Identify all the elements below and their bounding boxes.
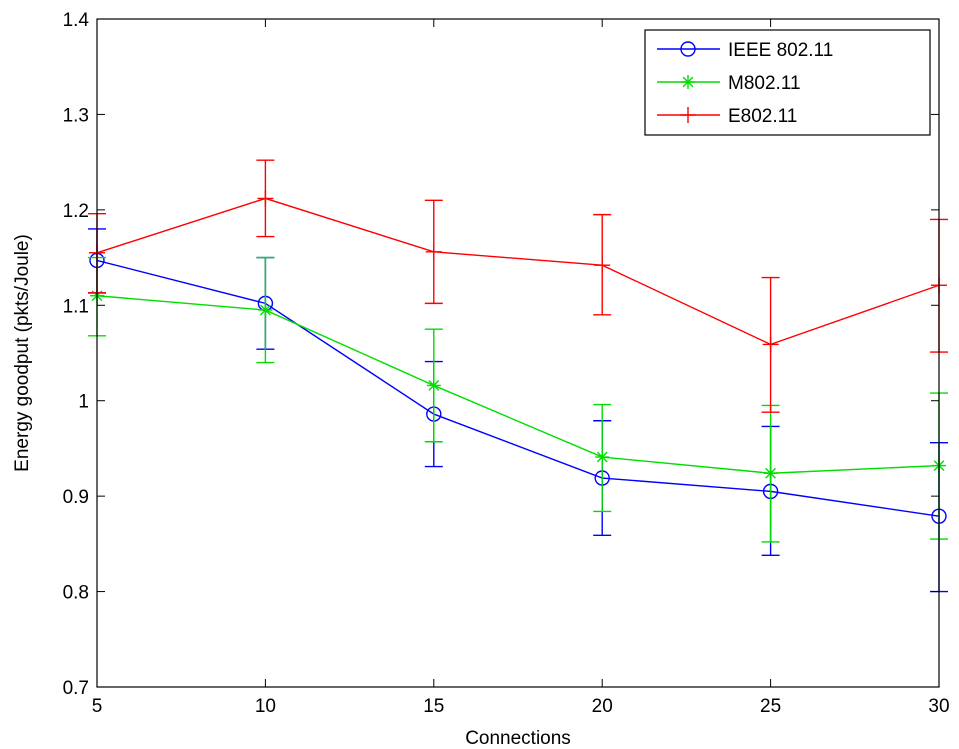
series-line <box>96 259 940 517</box>
x-tick-label: 10 <box>255 696 276 717</box>
y-tick-label: 1.2 <box>63 201 89 222</box>
legend: IEEE 802.11 M802.11 E802.11 <box>644 29 931 136</box>
legend-entry: IEEE 802.11 <box>657 40 833 61</box>
x-tick-label: 30 <box>928 696 949 717</box>
y-tick-label: 1.1 <box>63 296 89 317</box>
data-point-plus <box>257 190 274 207</box>
series-line <box>96 295 940 474</box>
y-tick-label: 0.9 <box>63 487 89 508</box>
data-point-asterisk <box>681 75 695 89</box>
asterisk-stroke <box>428 380 440 391</box>
asterisk-stroke <box>260 304 271 316</box>
ticks-layer: 5 10 15 20 25 30 0.7 0.8 0.9 1 1.1 1.2 1.3 1.4 <box>63 10 950 717</box>
asterisk-stroke <box>682 76 694 88</box>
data-point-asterisk <box>595 450 610 465</box>
x-axis-title: Connections <box>465 728 571 749</box>
y-axis-title: Energy goodput (pkts/Joule) <box>12 234 33 472</box>
y-tick-label: 1 <box>78 392 89 413</box>
legend-label: IEEE 802.11 <box>728 40 833 61</box>
x-tick-label: 15 <box>423 696 444 717</box>
plot-frame <box>96 18 940 688</box>
y-tick-label: 0.7 <box>63 678 89 699</box>
data-point-plus <box>425 243 442 260</box>
x-tick-label: 5 <box>92 696 103 717</box>
data-point-asterisk <box>258 303 273 318</box>
y-tick-label: 0.8 <box>63 583 89 604</box>
legend-label: M802.11 <box>728 73 801 94</box>
asterisk-stroke <box>765 467 776 479</box>
data-point-circle <box>680 41 696 57</box>
legend-entry: M802.11 <box>657 73 801 94</box>
legend-entry: E802.11 <box>657 106 797 127</box>
asterisk-stroke <box>596 451 608 463</box>
x-tick-label: 20 <box>592 696 613 717</box>
data-point-asterisk <box>426 378 441 393</box>
data-point-plus <box>762 336 779 353</box>
y-tick-label: 1.3 <box>63 105 89 126</box>
x-tick-label: 25 <box>760 696 781 717</box>
series-line <box>96 197 940 346</box>
legend-label: E802.11 <box>728 106 797 127</box>
data-point-plus <box>680 107 696 123</box>
data-point-plus <box>594 257 611 274</box>
y-tick-label: 1.4 <box>63 10 90 31</box>
data-point-asterisk <box>763 466 778 481</box>
